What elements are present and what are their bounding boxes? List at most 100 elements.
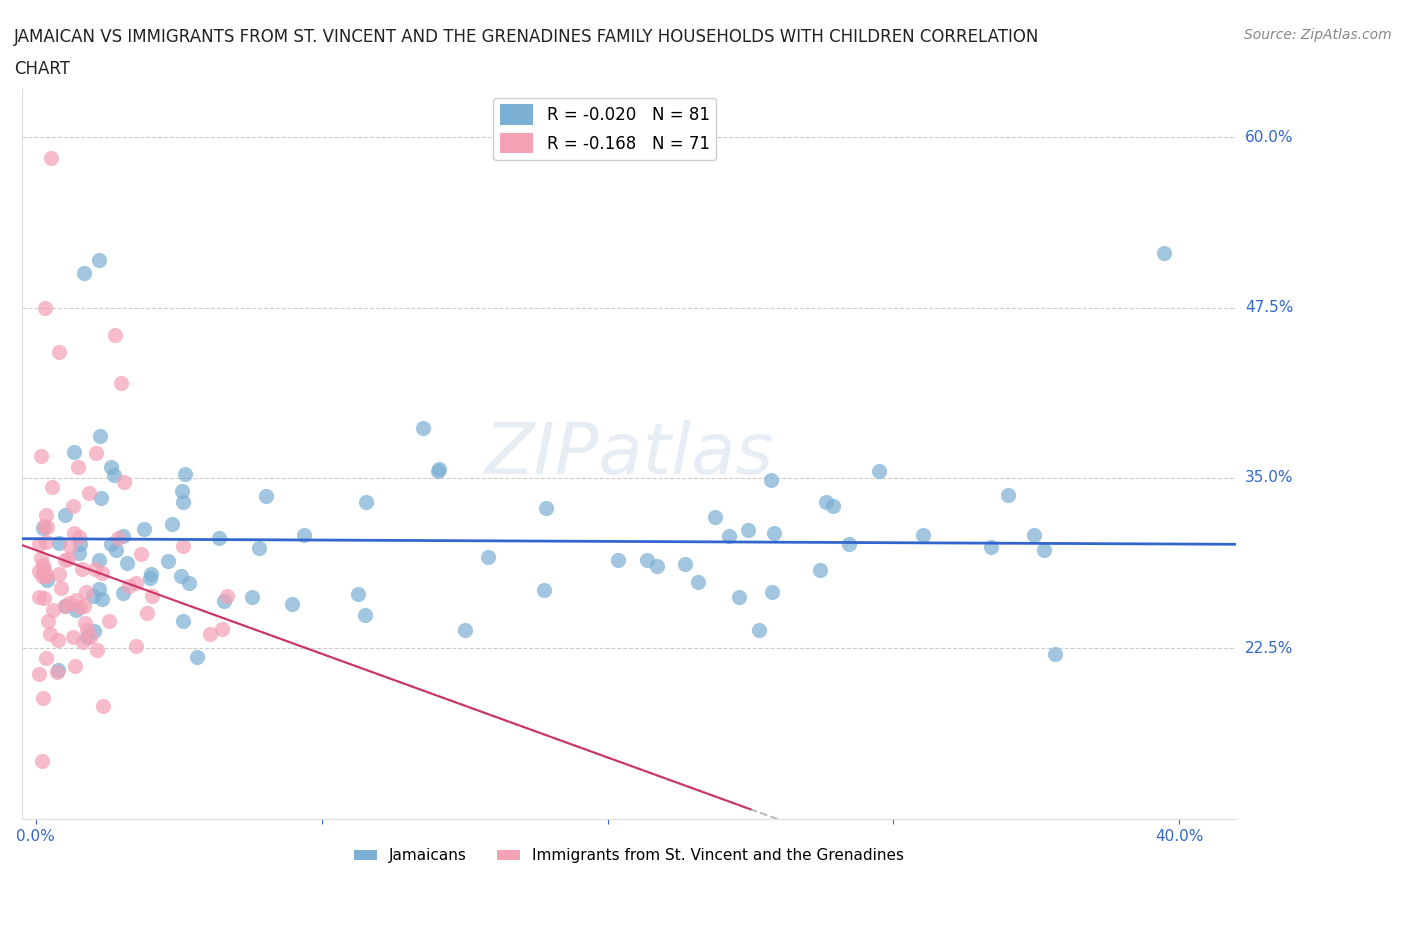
Point <box>125 638 148 653</box>
Point <box>186 650 208 665</box>
Point <box>72 599 94 614</box>
Point <box>35 507 58 522</box>
Point <box>534 500 557 515</box>
Point <box>34 562 56 577</box>
Point <box>1153 246 1175 260</box>
Point <box>34 300 56 315</box>
Point <box>125 576 148 591</box>
Text: Source: ZipAtlas.com: Source: ZipAtlas.com <box>1244 28 1392 42</box>
Point <box>90 491 112 506</box>
Point <box>67 530 90 545</box>
Point <box>35 650 58 665</box>
Point <box>66 459 89 474</box>
Point <box>821 498 844 513</box>
Point <box>207 530 229 545</box>
Point <box>83 623 105 638</box>
Point <box>62 630 84 644</box>
Point <box>103 468 125 483</box>
Point <box>412 420 434 435</box>
Point <box>42 603 65 618</box>
Point <box>98 614 121 629</box>
Point <box>170 568 193 583</box>
Point <box>292 527 315 542</box>
Point <box>32 558 55 573</box>
Point <box>100 459 122 474</box>
Point <box>28 590 51 604</box>
Point <box>426 464 449 479</box>
Point <box>46 662 69 677</box>
Point <box>53 598 76 613</box>
Point <box>172 538 194 553</box>
Point <box>65 592 87 607</box>
Point <box>41 480 63 495</box>
Point <box>32 518 55 533</box>
Point <box>32 567 55 582</box>
Text: 35.0%: 35.0% <box>1244 471 1294 485</box>
Point <box>533 583 555 598</box>
Point <box>53 552 76 567</box>
Point <box>72 634 94 649</box>
Point <box>89 552 111 567</box>
Point <box>868 463 890 478</box>
Point <box>172 484 194 498</box>
Point <box>107 531 129 546</box>
Point <box>247 540 270 555</box>
Point <box>28 667 51 682</box>
Point <box>139 571 162 586</box>
Point <box>37 520 59 535</box>
Point <box>606 552 628 567</box>
Point <box>104 543 127 558</box>
Point <box>104 327 127 342</box>
Point <box>160 517 183 532</box>
Point <box>48 566 70 581</box>
Point <box>215 589 238 604</box>
Point <box>39 627 62 642</box>
Point <box>31 569 53 584</box>
Point <box>32 521 55 536</box>
Point <box>48 345 70 360</box>
Point <box>87 252 110 267</box>
Point <box>84 445 107 460</box>
Text: JAMAICAN VS IMMIGRANTS FROM ST. VINCENT AND THE GRENADINES FAMILY HOUSEHOLDS WIT: JAMAICAN VS IMMIGRANTS FROM ST. VINCENT … <box>14 28 1039 46</box>
Point <box>86 643 108 658</box>
Point <box>73 616 96 631</box>
Point <box>761 584 783 599</box>
Point <box>240 590 263 604</box>
Point <box>31 753 53 768</box>
Point <box>48 536 70 551</box>
Point <box>75 584 97 599</box>
Point <box>1022 527 1045 542</box>
Point <box>91 565 114 580</box>
Point <box>737 523 759 538</box>
Point <box>454 623 477 638</box>
Point <box>77 485 100 500</box>
Point <box>177 576 200 591</box>
Point <box>89 582 111 597</box>
Point <box>111 529 134 544</box>
Point <box>136 606 159 621</box>
Point <box>118 578 141 593</box>
Text: 47.5%: 47.5% <box>1244 300 1294 315</box>
Point <box>39 150 62 165</box>
Point <box>703 509 725 524</box>
Point <box>346 587 368 602</box>
Point <box>112 474 135 489</box>
Point <box>727 590 749 604</box>
Point <box>354 495 377 510</box>
Point <box>686 575 709 590</box>
Point <box>55 599 77 614</box>
Point <box>139 566 162 581</box>
Point <box>759 472 782 487</box>
Point <box>673 556 696 571</box>
Point <box>100 537 122 551</box>
Text: 22.5%: 22.5% <box>1244 641 1294 656</box>
Point <box>37 613 59 628</box>
Point <box>67 545 90 560</box>
Point <box>35 572 58 587</box>
Point <box>763 525 786 540</box>
Point <box>117 555 139 570</box>
Point <box>83 562 105 577</box>
Point <box>58 551 80 566</box>
Point <box>63 658 86 673</box>
Point <box>45 664 67 679</box>
